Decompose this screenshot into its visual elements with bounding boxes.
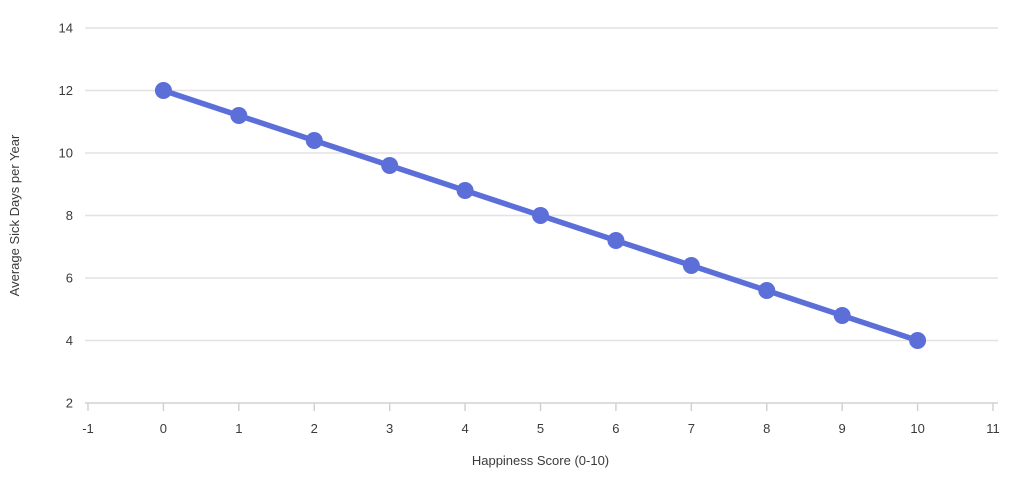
data-point [607, 232, 625, 249]
y-tick-label: 10 [59, 146, 73, 161]
data-point [909, 332, 927, 349]
data-point [682, 257, 700, 274]
x-tick-label: 5 [537, 421, 544, 436]
x-tick-label: 1 [235, 421, 242, 436]
x-tick-label: 2 [311, 421, 318, 436]
data-point [833, 307, 851, 324]
data-point [381, 157, 399, 174]
data-point [154, 82, 172, 99]
gridlines-layer [85, 27, 998, 404]
x-tick-label: 7 [688, 421, 695, 436]
x-axis-layer [87, 403, 994, 411]
x-axis-title: Happiness Score (0-10) [472, 453, 609, 468]
x-tick-label: 10 [910, 421, 924, 436]
y-tick-label: 12 [59, 83, 73, 98]
y-tick-label: 4 [66, 333, 73, 348]
data-point [456, 182, 474, 199]
x-tick-label: 3 [386, 421, 393, 436]
data-point [758, 282, 776, 299]
x-tick-label: 9 [839, 421, 846, 436]
data-point [305, 132, 323, 149]
x-tick-label: 8 [763, 421, 770, 436]
x-tick-label: -1 [82, 421, 94, 436]
data-series-layer [154, 82, 927, 349]
x-tick-label: 4 [461, 421, 468, 436]
x-tick-label: 0 [160, 421, 167, 436]
data-point [532, 207, 549, 224]
y-axis-title: Average Sick Days per Year [7, 134, 22, 296]
x-tick-label: 6 [612, 421, 619, 436]
y-tick-label: 14 [59, 21, 73, 36]
x-tick-label: 11 [986, 421, 1000, 436]
y-tick-label: 8 [66, 208, 73, 223]
y-tick-label: 6 [66, 271, 73, 286]
data-point [230, 107, 248, 124]
y-tick-label: 2 [66, 396, 73, 411]
